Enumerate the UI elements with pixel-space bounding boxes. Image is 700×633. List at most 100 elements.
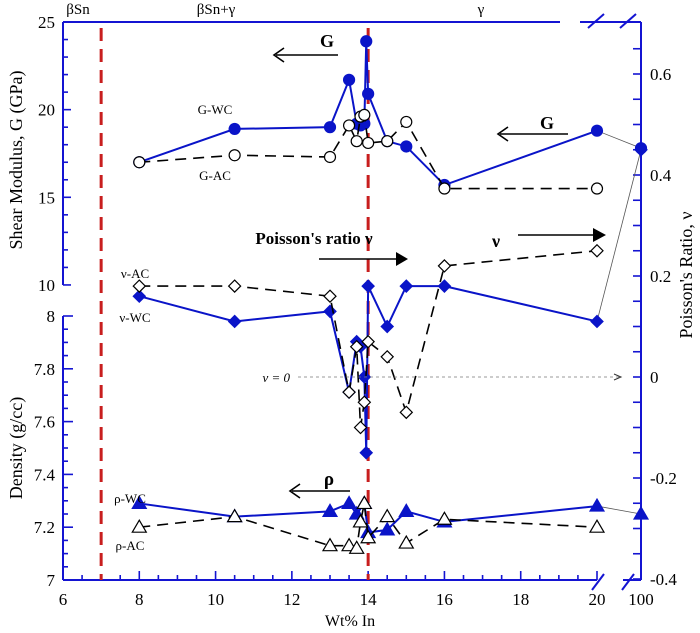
rho-tick-label: 7.4 bbox=[34, 465, 56, 484]
series-G-AC bbox=[133, 108, 604, 195]
phase-label-bsn: βSn bbox=[66, 2, 90, 18]
y-axis-label-g: Shear Modulus, G (GPa) bbox=[6, 71, 27, 250]
x-tick-label: 16 bbox=[436, 590, 453, 609]
circle-marker bbox=[342, 119, 356, 132]
label-rho-wc: ρ-WC bbox=[114, 491, 146, 506]
triangle-marker bbox=[321, 537, 339, 552]
x-tick-label: 100 bbox=[628, 590, 654, 609]
circle-marker bbox=[323, 121, 337, 134]
circle-marker bbox=[400, 140, 413, 153]
diamond-marker bbox=[437, 279, 452, 293]
annotation-nu-main: Poisson's ratio ν bbox=[255, 229, 373, 248]
break-connector bbox=[596, 130, 642, 149]
arrow-rho: ρ bbox=[288, 469, 350, 499]
diamond-marker bbox=[399, 405, 414, 420]
circle-marker bbox=[362, 87, 375, 100]
diamond-marker bbox=[361, 334, 375, 349]
diamond-marker bbox=[349, 339, 364, 354]
x-tick-label: 18 bbox=[512, 590, 529, 609]
g-tick-label: 10 bbox=[38, 276, 55, 295]
rho-tick-label: 7.2 bbox=[34, 518, 55, 537]
triangle-marker bbox=[131, 495, 148, 510]
rho-tick-label: 7.8 bbox=[34, 360, 55, 379]
label-nu-wc: ν-WC bbox=[119, 310, 150, 325]
circle-marker bbox=[590, 124, 604, 137]
circle-marker bbox=[350, 135, 363, 148]
y-axis-label-rho: Density (g/cc) bbox=[6, 397, 27, 499]
diamond-marker bbox=[437, 259, 452, 273]
arrow-g-top: G bbox=[272, 31, 338, 63]
triangle-marker bbox=[398, 534, 415, 549]
x-tick-label: 6 bbox=[59, 590, 68, 609]
circle-marker bbox=[400, 115, 413, 129]
nu-zero-line: ν = 0 bbox=[262, 370, 623, 385]
circle-marker bbox=[360, 35, 373, 48]
break-connector bbox=[596, 505, 642, 515]
series-ν-WC bbox=[132, 142, 648, 460]
label-rho-ac: ρ-AC bbox=[116, 538, 145, 553]
rho-tick-label: 7 bbox=[47, 571, 56, 590]
circle-marker bbox=[133, 156, 146, 169]
arrow-g-right: G bbox=[496, 113, 568, 142]
x-tick-label: 14 bbox=[360, 590, 378, 609]
nu-tick-label: 0.4 bbox=[650, 166, 672, 185]
triangle-marker bbox=[341, 495, 358, 510]
circle-marker bbox=[228, 122, 241, 136]
diamond-marker bbox=[399, 279, 414, 293]
axis-break-mark bbox=[591, 573, 605, 591]
triangle-marker bbox=[356, 495, 373, 510]
nu-tick-label: -0.4 bbox=[650, 570, 677, 589]
x-tick-label: 10 bbox=[207, 590, 224, 609]
rho-tick-label: 8 bbox=[47, 307, 56, 326]
annotation-g-top: G bbox=[320, 31, 334, 51]
diamond-marker bbox=[323, 304, 337, 319]
circle-marker bbox=[362, 136, 375, 150]
arrow-nu-right: ν bbox=[491, 228, 606, 251]
diamond-marker bbox=[634, 142, 648, 157]
triangle-marker bbox=[588, 519, 606, 533]
triangle-marker bbox=[352, 513, 369, 528]
phase-label-gamma: γ bbox=[477, 2, 485, 18]
triangle-marker bbox=[226, 508, 243, 523]
phase-label-bsn-gamma: βSn+γ bbox=[197, 2, 236, 18]
series-line bbox=[139, 503, 598, 550]
series-ν-AC bbox=[132, 243, 604, 435]
diamond-marker bbox=[227, 314, 242, 329]
y-axis-label-nu: Poisson's Ratio, ν bbox=[676, 212, 696, 339]
diamond-marker bbox=[353, 420, 368, 435]
diamond-marker bbox=[590, 314, 604, 329]
g-tick-label: 25 bbox=[38, 13, 55, 32]
triangle-marker bbox=[348, 540, 365, 554]
circle-marker bbox=[323, 150, 337, 164]
annotation-nu-zero: ν = 0 bbox=[262, 370, 290, 385]
diamond-marker bbox=[227, 279, 242, 293]
nu-tick-label: 0.2 bbox=[650, 267, 671, 286]
nu-tick-label: 0.6 bbox=[650, 65, 671, 84]
circle-marker bbox=[381, 135, 394, 148]
circle-marker bbox=[228, 149, 241, 162]
nu-tick-label: 0 bbox=[650, 368, 659, 387]
nu-tick-label: -0.2 bbox=[650, 469, 677, 488]
triangle-marker bbox=[379, 521, 396, 536]
circle-marker bbox=[342, 73, 356, 86]
triangle-marker bbox=[131, 519, 148, 533]
diamond-marker bbox=[342, 385, 356, 399]
circle-marker bbox=[590, 182, 604, 195]
axes: 25 20 15 10 8 7.8 7.6 7.4 7.2 76 8 10 12 14 16 18 20 100 0… bbox=[34, 13, 678, 609]
rho-tick-label: 7.6 bbox=[34, 413, 55, 432]
annotation-rho: ρ bbox=[324, 469, 334, 490]
triangle-marker bbox=[379, 508, 396, 523]
annotation-g-right: G bbox=[540, 113, 554, 133]
diamond-marker bbox=[323, 289, 337, 304]
g-tick-label: 15 bbox=[38, 188, 55, 207]
series-layer bbox=[131, 35, 650, 554]
axis-break-mark bbox=[587, 13, 605, 29]
x-axis-label: Wt% In bbox=[325, 613, 375, 630]
diamond-marker bbox=[359, 445, 374, 460]
x-tick-label: 20 bbox=[589, 590, 606, 609]
axis-break-mark bbox=[619, 13, 637, 29]
x-tick-label: 8 bbox=[135, 590, 144, 609]
axis-break-mark bbox=[621, 573, 635, 591]
break-connector bbox=[596, 149, 642, 322]
